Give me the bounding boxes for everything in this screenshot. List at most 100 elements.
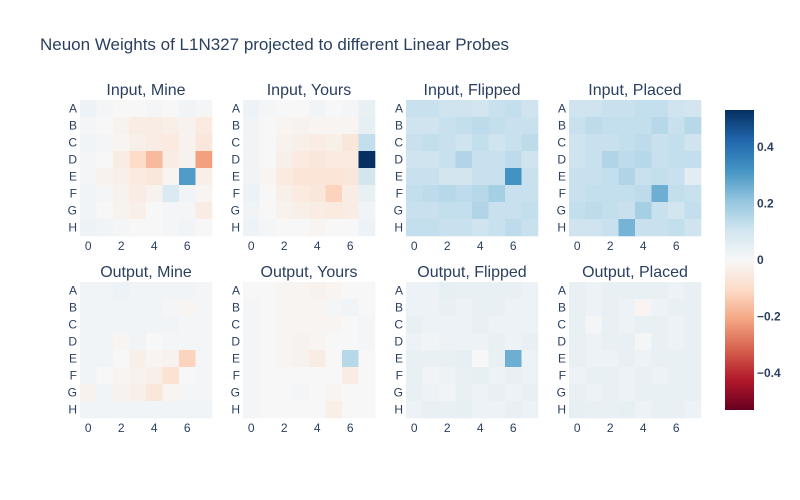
heatmap-cell <box>684 367 702 385</box>
heatmap-cell <box>179 117 196 135</box>
row-tick-label: A <box>395 102 403 116</box>
x-tick-label: 0 <box>574 421 581 435</box>
heatmap-cell <box>602 282 619 300</box>
heatmap-cell <box>129 185 147 203</box>
heatmap-cell <box>195 401 213 419</box>
heatmap-cell <box>439 134 456 152</box>
heatmap-cell <box>406 282 423 300</box>
heatmap-cell <box>80 134 97 152</box>
heatmap-cell <box>162 185 180 203</box>
heatmap-cell <box>618 384 636 402</box>
heatmap-cell <box>569 282 586 300</box>
x-tick-label: 4 <box>151 239 158 253</box>
heatmap-cell <box>342 350 359 368</box>
row-tick-label: F <box>70 369 77 383</box>
heatmap-cell <box>406 299 423 317</box>
heatmap-cell <box>162 134 180 152</box>
heatmap-cell <box>276 350 293 368</box>
heatmap-cell <box>129 299 147 317</box>
heatmap-cell <box>602 219 619 237</box>
heatmap-cell <box>521 185 539 203</box>
heatmap-cell <box>325 384 343 402</box>
heatmap-cell <box>309 316 326 334</box>
heatmap-cell <box>325 299 343 317</box>
heatmap-cell <box>309 299 326 317</box>
heatmap-cell <box>684 202 702 220</box>
heatmap-cell <box>146 219 163 237</box>
heatmap-cell <box>488 117 506 135</box>
heatmap-cell <box>439 384 456 402</box>
heatmap-cell <box>472 134 489 152</box>
row-tick-label: D <box>231 335 240 349</box>
heatmap-cell <box>243 333 260 351</box>
row-tick-label: A <box>232 284 240 298</box>
x-tick-label: 2 <box>607 239 614 253</box>
heatmap-cell <box>179 401 196 419</box>
row-tick-label: B <box>558 119 566 133</box>
heatmap-cell <box>113 202 130 220</box>
heatmap-cell <box>342 151 359 169</box>
x-tick-label: 2 <box>444 239 451 253</box>
heatmap-cell <box>96 299 114 317</box>
heatmap-cell <box>406 168 423 186</box>
heatmap-cell <box>505 151 522 169</box>
heatmap-cell <box>422 316 440 334</box>
heatmap-cell <box>195 185 213 203</box>
x-tick-label: 4 <box>151 421 158 435</box>
heatmap-cell <box>651 350 669 368</box>
heatmap-cell <box>195 100 213 118</box>
heatmap-cell <box>259 316 277 334</box>
heatmap-cell <box>179 202 196 220</box>
heatmap-cell <box>96 151 114 169</box>
heatmap-cell <box>162 316 180 334</box>
heatmap-cell <box>358 401 376 419</box>
heatmap-cell <box>342 117 359 135</box>
colorbar-tick-label: 0.2 <box>757 196 774 210</box>
row-tick-label: D <box>394 335 403 349</box>
heatmap-cell <box>505 134 522 152</box>
heatmap-cell <box>488 282 506 300</box>
heatmap-cell <box>521 219 539 237</box>
row-tick-label: C <box>231 318 240 332</box>
heatmap-cell <box>651 401 669 419</box>
heatmap-cell <box>113 185 130 203</box>
x-tick-label: 0 <box>411 421 418 435</box>
heatmap-cell <box>651 117 669 135</box>
heatmap-cell <box>309 202 326 220</box>
heatmap-cell <box>96 316 114 334</box>
heatmap-cell <box>179 151 196 169</box>
heatmap-cell <box>129 401 147 419</box>
heatmap-cell <box>488 316 506 334</box>
heatmap-cell <box>455 333 473 351</box>
heatmap-cell <box>684 185 702 203</box>
heatmap-cell <box>80 316 97 334</box>
heatmap-cell <box>668 202 685 220</box>
x-tick-label: 6 <box>673 421 680 435</box>
row-tick-label: G <box>68 204 77 218</box>
heatmap-cell <box>358 134 376 152</box>
heatmap-cell <box>505 185 522 203</box>
heatmap-cell <box>358 350 376 368</box>
heatmap-cell <box>618 219 636 237</box>
heatmap-cell <box>276 333 293 351</box>
heatmap-cell <box>259 202 277 220</box>
row-tick-label: E <box>232 170 240 184</box>
heatmap-cell <box>292 333 310 351</box>
heatmap-cell <box>146 168 163 186</box>
heatmap-cell <box>521 134 539 152</box>
chart-title: Neuon Weights of L1N327 projected to dif… <box>40 35 509 54</box>
heatmap-cell <box>635 168 652 186</box>
row-tick-label: F <box>559 369 566 383</box>
heatmap-cell <box>585 299 603 317</box>
heatmap-cell <box>406 117 423 135</box>
row-tick-label: G <box>231 204 240 218</box>
heatmap-cell <box>325 168 343 186</box>
heatmap-cell <box>488 202 506 220</box>
row-tick-label: D <box>557 153 566 167</box>
heatmap-cell <box>162 117 180 135</box>
heatmap-cell <box>80 117 97 135</box>
heatmap-cell <box>342 384 359 402</box>
heatmap-cell <box>162 219 180 237</box>
heatmap-cell <box>635 333 652 351</box>
heatmap-cell <box>455 350 473 368</box>
